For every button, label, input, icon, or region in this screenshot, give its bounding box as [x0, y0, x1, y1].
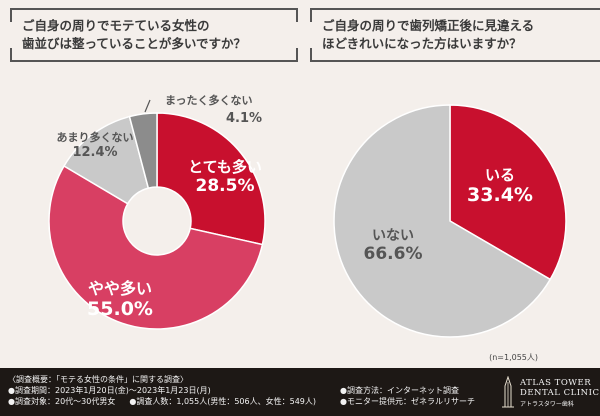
clinic-logo: ATLAS TOWER DENTAL CLINIC アトラスタワー歯科: [500, 374, 600, 410]
donut-leader-line: [144, 99, 151, 113]
survey-provider: ●モニター提供元：ゼネラルリサーチ: [340, 397, 475, 406]
pie-label-1: いない: [372, 228, 414, 244]
donut-label-2: あまり多くない: [57, 130, 134, 144]
donut-label-3: まったく多くない: [165, 93, 253, 107]
question-right-line2: ほどきれいになった方はいますか？: [322, 36, 522, 51]
pie-slice-0: [449, 104, 567, 281]
question-right-line1: ご自身の周りで歯列矯正後に見違える: [322, 18, 535, 33]
donut-slice-3: [128, 112, 158, 190]
pie-slice-1: [333, 104, 552, 338]
donut-value-0: 28.5%: [196, 176, 255, 196]
pie-label-0: いる: [485, 166, 515, 184]
tower-logo-icon: [502, 376, 514, 408]
donut-value-3: 4.1%: [226, 111, 262, 126]
survey-period: ●調査期間：2023年1月20日(金)〜2023年1月23日(月): [8, 386, 211, 395]
donut-label-1: やや多い: [88, 279, 152, 298]
logo-line3: アトラスタワー歯科: [520, 401, 574, 408]
survey-title: 〈調査概要：「モテる女性の条件」に関する調査〉: [8, 375, 188, 384]
survey-target: ●調査対象：20代〜30代男女: [8, 397, 116, 406]
question-left-line2: 歯並びは整っていることが多いですか？: [22, 36, 247, 51]
donut-label-0: とても多い: [188, 158, 262, 176]
sample-size-note: (n=1,055人): [489, 353, 538, 362]
donut-slice-0: [156, 112, 266, 246]
question-left-line1: ご自身の周りでモテている女性の: [22, 18, 210, 33]
survey-method: ●調査方法：インターネット調査: [340, 386, 459, 395]
logo-line1: ATLAS TOWER: [520, 378, 592, 388]
pie-value-1: 66.6%: [364, 244, 423, 264]
logo-line2: DENTAL CLINIC: [520, 388, 600, 398]
question-box-right: ご自身の周りで歯列矯正後に見違える ほどきれいになった方はいますか？: [310, 8, 600, 62]
donut-value-2: 12.4%: [72, 145, 117, 160]
pie-value-0: 33.4%: [467, 184, 533, 206]
donut-value-1: 55.0%: [87, 298, 153, 320]
question-box-left: ご自身の周りでモテている女性の 歯並びは整っていることが多いですか？: [10, 8, 298, 62]
survey-count: ●調査人数：1,055人(男性：506人、女性：549人): [129, 397, 317, 406]
donut-slice-1: [48, 164, 264, 330]
survey-footer: 〈調査概要：「モテる女性の条件」に関する調査〉 ●調査期間：2023年1月20日…: [0, 368, 600, 416]
